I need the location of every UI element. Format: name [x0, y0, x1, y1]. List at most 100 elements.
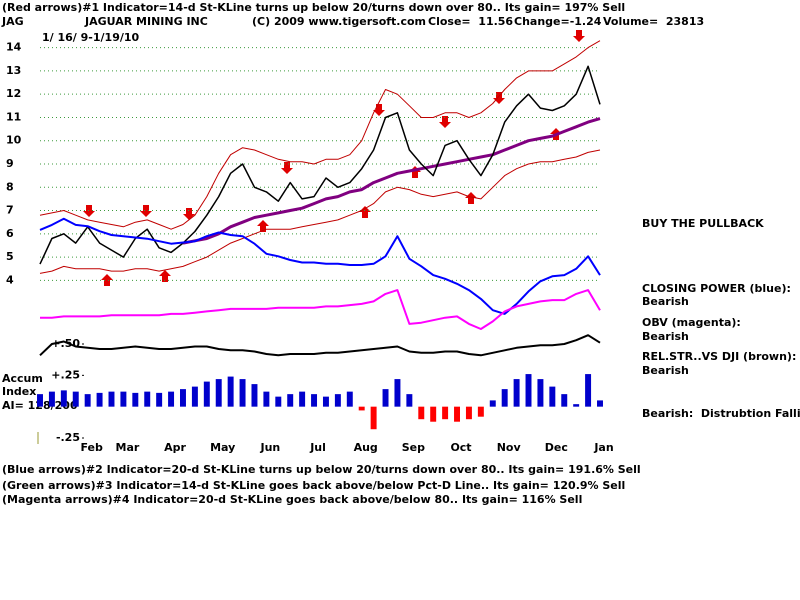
y-tick-label: 13 — [6, 64, 21, 77]
y-tick-label: 7 — [6, 204, 14, 217]
accum-bar — [561, 394, 568, 407]
y-tick-label: 8 — [6, 180, 14, 193]
change: Change=-1.24 — [514, 15, 602, 28]
accum-bar — [477, 406, 484, 417]
accum-bar — [84, 394, 91, 407]
accum-bar — [513, 379, 520, 407]
series-line — [39, 149, 601, 274]
accum-bar — [227, 376, 234, 407]
x-tick-label: May — [210, 441, 235, 454]
accum-bar — [96, 392, 103, 407]
series-line — [182, 117, 601, 245]
cp-state: Bearish — [642, 295, 689, 308]
rs-label: REL.STR..VS DJI (brown): — [642, 350, 796, 363]
series-line — [39, 334, 601, 357]
down-arrow — [573, 30, 585, 42]
footer-text: (Blue arrows)#2 Indicator=20-d St-KLine … — [2, 463, 641, 476]
down-arrow — [373, 104, 385, 116]
accum-bar — [501, 389, 508, 407]
accum-bar — [465, 406, 472, 420]
x-tick-label: Dec — [545, 441, 568, 454]
accum-bar — [215, 379, 222, 407]
down-arrow — [183, 208, 195, 220]
up-arrow — [101, 274, 113, 286]
accum-bar — [358, 406, 365, 411]
footer-text: (Green arrows)#3 Indicator=14-d St-KLine… — [2, 479, 625, 492]
accum-bar — [489, 400, 496, 407]
up-arrow — [159, 270, 171, 282]
rs-state: Bearish — [642, 364, 689, 377]
x-tick-label: Jan — [593, 441, 613, 454]
accum-bar — [442, 406, 449, 420]
down-arrow — [493, 92, 505, 104]
accum-bar — [537, 379, 544, 407]
accum-bar — [275, 396, 282, 407]
y2-tick-label: -.25 — [56, 431, 80, 444]
accum-bar — [120, 391, 127, 407]
accum-bar — [263, 391, 270, 407]
copyright: (C) 2009 www.tigersoft.com — [252, 15, 426, 28]
accum-bar — [585, 374, 592, 407]
advice: BUY THE PULLBACK — [642, 217, 764, 230]
x-tick-label: Sep — [402, 441, 425, 454]
accum-bar — [48, 391, 55, 407]
accum-bar — [370, 406, 377, 430]
y-tick-label: 4 — [6, 273, 14, 286]
y2-tick-label: +.25 — [51, 368, 80, 381]
series-line — [39, 40, 601, 230]
x-tick-label: Jun — [260, 441, 281, 454]
accum-label: Accum — [2, 372, 43, 385]
down-arrow — [281, 162, 293, 174]
accum-bar — [430, 406, 437, 422]
y-tick-label: 9 — [6, 157, 14, 170]
accum-bar — [287, 394, 294, 407]
footer-text: (Magenta arrows)#4 Indicator=20-d St-KLi… — [2, 493, 582, 506]
series-line — [39, 217, 601, 315]
obv-state: Bearish — [642, 330, 689, 343]
y-tick-label: 6 — [6, 227, 14, 240]
accum-bar — [239, 379, 246, 407]
accum-bar — [180, 389, 186, 407]
series-line — [40, 289, 601, 330]
x-tick-label: Mar — [116, 441, 140, 454]
accum-bar — [418, 406, 425, 420]
signal-arrows — [83, 30, 585, 286]
accum-bar — [191, 386, 198, 407]
down-arrow — [140, 205, 152, 217]
accum-state: Bearish: Distrubtion Falling. — [642, 407, 800, 420]
accum-bar — [251, 384, 258, 407]
accum-bar — [60, 390, 67, 407]
accum-bar — [406, 394, 413, 407]
accum-bar — [108, 391, 115, 407]
y-tick-label: 11 — [6, 110, 21, 123]
accum-bar — [168, 391, 175, 407]
y-tick-label: 5 — [6, 250, 14, 263]
accum-bar — [156, 392, 163, 407]
accum-bar — [525, 374, 532, 407]
accum-bar — [144, 391, 151, 407]
x-tick-label: Nov — [497, 441, 522, 454]
up-arrow — [359, 206, 371, 218]
up-arrow — [465, 192, 477, 204]
x-tick-label: Feb — [80, 441, 103, 454]
accum-bar — [322, 396, 329, 407]
volume: Volume= 23813 — [603, 15, 704, 28]
y-tick-label: 14 — [6, 41, 22, 54]
down-arrow — [439, 116, 451, 128]
accum-bar — [346, 391, 353, 407]
accum-bar — [573, 404, 580, 407]
x-tick-label: Apr — [164, 441, 186, 454]
ticker: JAG — [1, 15, 24, 28]
accum-bar — [334, 394, 341, 407]
accum-bar — [549, 386, 556, 407]
close: Close= 11.56 — [428, 15, 513, 28]
y2-tick-label: +.50 — [51, 337, 80, 350]
accum-bar — [37, 394, 43, 407]
accum-bar — [382, 389, 389, 407]
accum-bar — [454, 406, 460, 422]
accum-bar — [299, 391, 306, 407]
accum-bar — [72, 391, 79, 407]
accum-label: Index — [2, 385, 36, 398]
date-range: 1/ 16/ 9-1/19/10 — [42, 31, 140, 44]
